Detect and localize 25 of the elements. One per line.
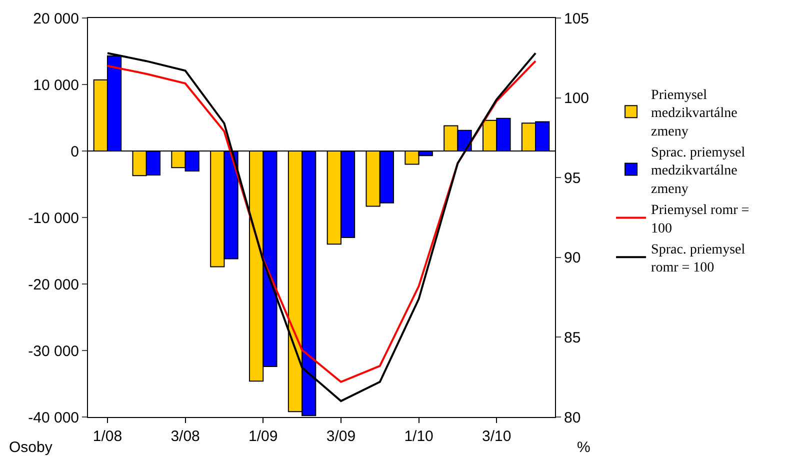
y-tick-label: -30 000 [28,342,79,360]
legend-label: Sprac. priemysel romr = 100 [651,242,746,276]
x-tick-label: 1/09 [248,428,278,445]
legend-label: Sprac. priemysel medzikvartálne zmeny [651,146,746,197]
x-tick-label: 1/10 [404,428,434,445]
y2-tick-label: 85 [564,329,581,346]
y-tick-label: -20 000 [28,276,79,294]
legend-label: Priemysel romr = 100 [651,203,750,236]
y2-tick-label: 80 [564,409,581,426]
y-tick-label: 0 [70,143,79,160]
y-tick-label: 20 000 [33,10,79,28]
y-tick-label: 10 000 [33,76,79,94]
x-tick-label: 3/10 [482,428,512,445]
y2-tick-label: 95 [564,170,581,187]
x-tick-label: 1/08 [92,428,122,445]
y2-tick-label: 100 [564,90,590,108]
y-tick-label: -40 000 [28,409,79,426]
y2-tick-label: 90 [564,250,581,267]
y-tick-label: -10 000 [28,210,79,227]
y2-axis-title: % [577,439,590,456]
y-axis-title: Osoby [9,439,53,456]
y2-tick-label: 105 [564,10,590,28]
x-tick-label: 3/08 [170,428,200,445]
legend-label: Priemysel medzikvartálne zmeny [651,88,738,140]
x-tick-label: 3/09 [326,428,356,445]
